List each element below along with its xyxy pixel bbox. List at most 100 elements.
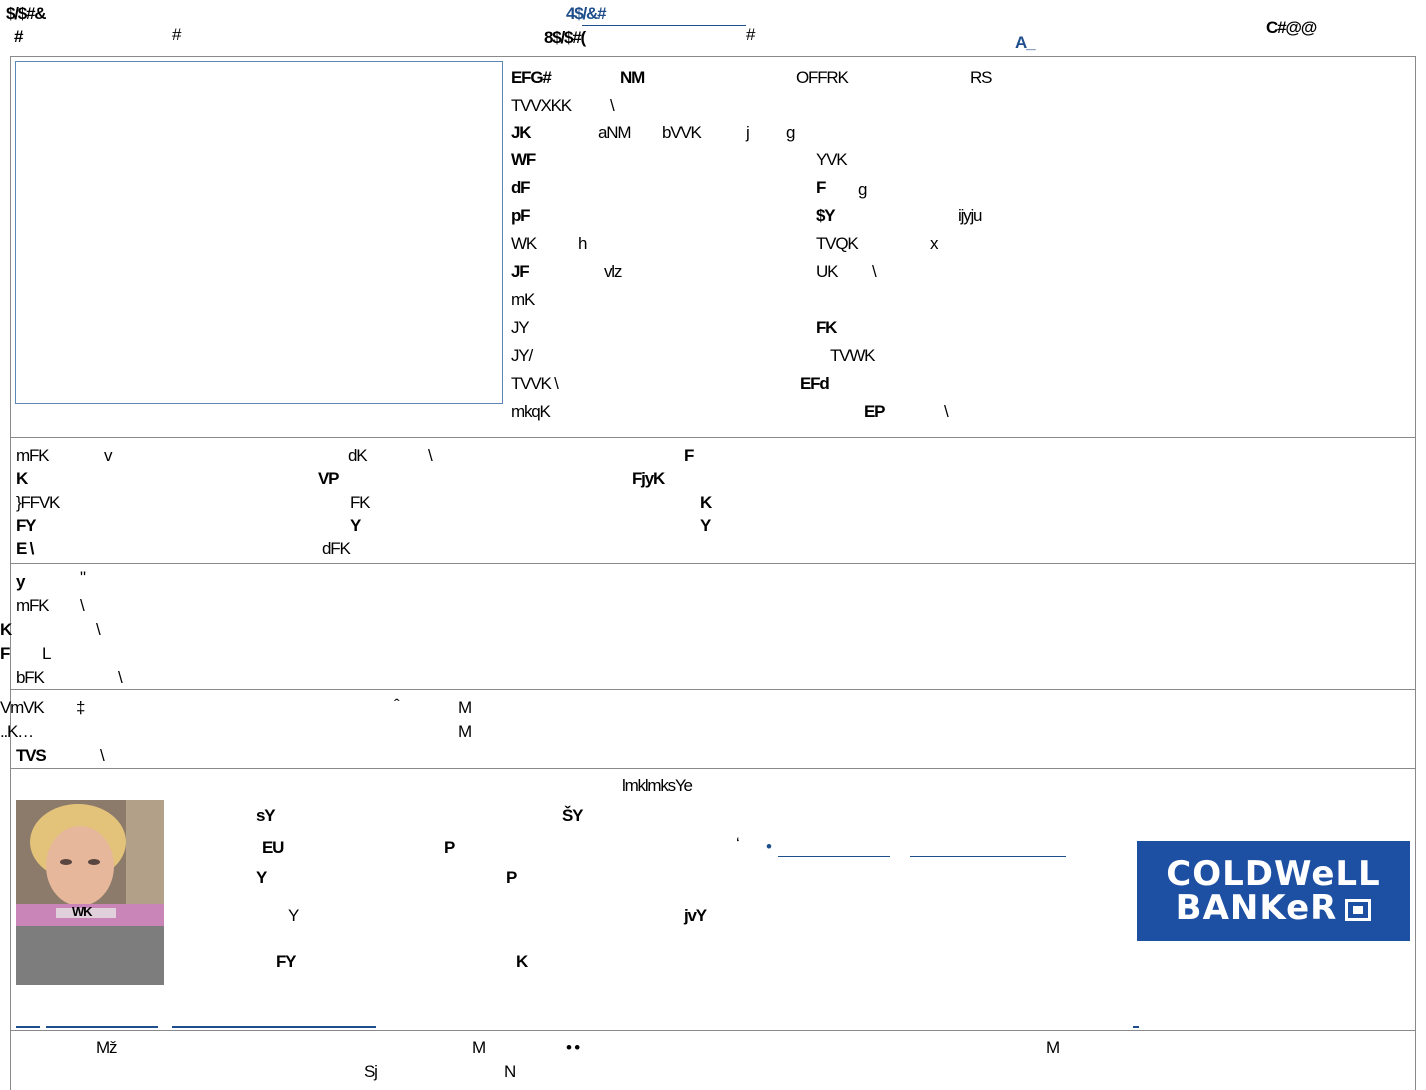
- detail-label: JF: [511, 262, 528, 282]
- brokerage-logo: COLDWeLL BANKeR: [1137, 841, 1410, 941]
- header-hash-1: #: [172, 25, 180, 45]
- detail-label: TVVXKK: [511, 96, 571, 116]
- feature-label: F: [684, 446, 693, 466]
- feature-label: E \: [16, 539, 33, 559]
- detail-value: NM: [620, 68, 644, 88]
- logo-square-icon: [1345, 899, 1371, 921]
- header-link[interactable]: 4$/&#: [566, 4, 605, 24]
- footer-text: M: [472, 1038, 485, 1058]
- agent-heading: lmklmksYe: [622, 776, 692, 796]
- footer-text: • •: [566, 1038, 579, 1058]
- detail-label: JY: [511, 318, 528, 338]
- extra-label: TVS: [16, 746, 45, 766]
- room-value: L: [42, 644, 50, 664]
- feature-label: FjyK: [632, 469, 664, 489]
- room-value: \: [80, 596, 84, 616]
- top-rule: [10, 56, 1416, 57]
- detail-value: ijyju: [958, 206, 981, 226]
- detail-value: RS: [970, 68, 991, 88]
- detail-label: TVQK: [816, 234, 858, 254]
- detail-value: aNM: [598, 123, 630, 143]
- section-divider: [10, 1030, 1416, 1031]
- feature-value: v: [104, 446, 111, 466]
- agent-field-label: ŠY: [562, 806, 582, 826]
- feature-label: Y: [700, 516, 710, 536]
- agent-email-link[interactable]: •: [766, 837, 771, 857]
- header-code: $/$#&: [6, 4, 45, 24]
- detail-value: g: [786, 123, 794, 143]
- detail-label: F: [816, 178, 825, 198]
- detail-label: mkqK: [511, 402, 550, 422]
- header-small-link[interactable]: A_: [1015, 33, 1034, 53]
- agent-field-label: Y: [288, 906, 298, 926]
- detail-label: EP: [864, 402, 884, 422]
- extra-value: M: [458, 722, 471, 742]
- extra-value: \: [100, 746, 104, 766]
- room-label: mFK: [16, 596, 48, 616]
- footer-text: M: [1046, 1038, 1059, 1058]
- footer-text: N: [504, 1062, 515, 1082]
- extra-label: ..K…: [0, 722, 33, 742]
- image-placeholder-frame: [15, 61, 503, 404]
- agent-link-underline: [910, 856, 1066, 857]
- left-rule: [10, 56, 11, 1090]
- agent-field-label: P: [506, 868, 516, 888]
- header-right-code: C#@@: [1266, 18, 1316, 38]
- detail-label: $Y: [816, 206, 834, 226]
- detail-label: WK: [511, 234, 536, 254]
- footer-text: Sj: [364, 1062, 377, 1082]
- detail-value: vlz: [604, 262, 621, 282]
- detail-label: TVWK: [830, 346, 874, 366]
- extra-value: ˆ: [394, 696, 398, 716]
- bottom-link-underline: [1133, 1026, 1139, 1028]
- detail-label: mK: [511, 290, 534, 310]
- detail-value: \: [610, 96, 614, 116]
- feature-label: }FFVK: [16, 493, 59, 513]
- detail-value: x: [930, 234, 937, 254]
- extra-value: ‡: [76, 698, 84, 718]
- detail-label: EFG#: [511, 68, 551, 88]
- detail-label: WF: [511, 150, 535, 170]
- feature-label: FY: [16, 516, 35, 536]
- bottom-link-underline: [172, 1026, 376, 1028]
- bottom-link-underline: [16, 1026, 40, 1028]
- right-rule: [1415, 56, 1416, 1090]
- feature-label: mFK: [16, 446, 48, 466]
- feature-label: K: [700, 493, 711, 513]
- agent-field-value: ‘: [736, 834, 739, 854]
- detail-value: g: [858, 180, 866, 200]
- detail-value: \: [872, 262, 876, 282]
- section-divider: [10, 689, 1416, 690]
- logo-text-line1: COLDWeLL: [1166, 857, 1380, 891]
- room-value: \: [118, 668, 122, 688]
- room-value: ": [80, 568, 85, 588]
- detail-label: JY/: [511, 346, 532, 366]
- detail-label: OFFRK: [796, 68, 848, 88]
- detail-label: JK: [511, 123, 530, 143]
- room-label: bFK: [16, 668, 44, 688]
- agent-field-label: P: [444, 838, 454, 858]
- feature-label: K: [16, 469, 27, 489]
- logo-text-line2: BANKeR: [1176, 888, 1338, 928]
- section-divider: [10, 563, 1416, 564]
- header-small: #: [14, 27, 22, 47]
- detail-label: UK: [816, 262, 837, 282]
- room-label: K: [0, 620, 11, 640]
- detail-value: bVVK: [662, 123, 701, 143]
- detail-value: j: [746, 123, 749, 143]
- section-divider: [10, 768, 1416, 769]
- agent-field-label: jvY: [684, 906, 706, 926]
- feature-label: dFK: [322, 539, 350, 559]
- section-divider: [10, 437, 1416, 438]
- detail-label: YVK: [816, 150, 846, 170]
- header-label: 8$/$#(: [544, 28, 585, 48]
- feature-value: \: [428, 446, 432, 466]
- detail-label: FK: [816, 318, 836, 338]
- bottom-link-underline: [46, 1026, 158, 1028]
- feature-label: VP: [318, 469, 338, 489]
- extra-value: M: [458, 698, 471, 718]
- agent-link-underline: [778, 856, 890, 857]
- room-label: F: [0, 644, 9, 664]
- agent-photo-image: [16, 800, 164, 985]
- agent-field-label: FY: [276, 952, 295, 972]
